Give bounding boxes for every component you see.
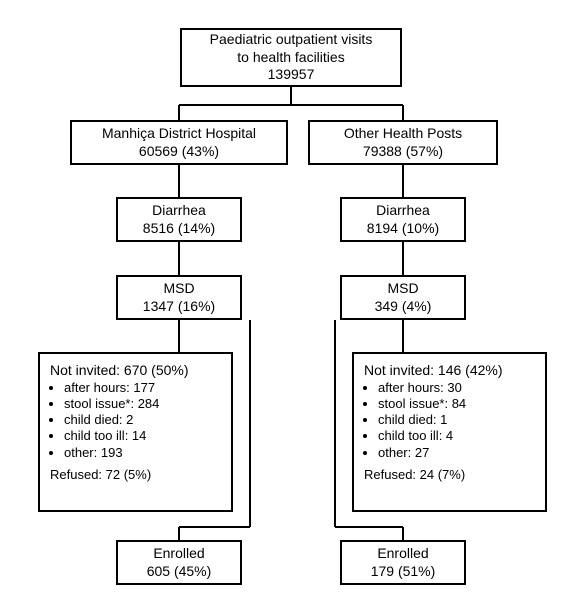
left-msd-node: MSD 1347 (16%): [116, 275, 242, 320]
left-hospital-name: Manhiça District Hospital: [102, 125, 256, 143]
right-bullet-3: child died: 1: [378, 412, 466, 428]
right-diarrhea-node: Diarrhea 8194 (10%): [340, 197, 466, 242]
right-details-node: Not invited: 146 (42%) after hours: 30 s…: [352, 352, 547, 512]
right-not-invited: Not invited: 146 (42%): [364, 362, 503, 380]
left-refused: Refused: 72 (5%): [50, 467, 151, 483]
flowchart-canvas: Paediatric outpatient visits to health f…: [0, 0, 583, 604]
right-bullet-5: other: 27: [378, 445, 466, 461]
left-enrolled-label: Enrolled: [153, 545, 204, 563]
left-enrolled-value: 605 (45%): [147, 563, 212, 581]
right-refused: Refused: 24 (7%): [364, 467, 465, 483]
root-line1: Paediatric outpatient visits: [210, 31, 373, 49]
left-not-invited: Not invited: 670 (50%): [50, 362, 189, 380]
connectors: [0, 0, 583, 604]
right-bullet-4: child too ill: 4: [378, 428, 466, 444]
left-details-node: Not invited: 670 (50%) after hours: 177 …: [38, 352, 233, 512]
right-hospital-name: Other Health Posts: [344, 125, 462, 143]
left-hospital-value: 60569 (43%): [139, 143, 219, 161]
left-bullet-3: child died: 2: [64, 412, 159, 428]
left-bullet-4: child too ill: 14: [64, 428, 159, 444]
root-node: Paediatric outpatient visits to health f…: [180, 28, 402, 87]
right-diarrhea-label: Diarrhea: [376, 202, 430, 220]
right-hospital-value: 79388 (57%): [363, 143, 443, 161]
left-bullet-1: after hours: 177: [64, 380, 159, 396]
left-bullets: after hours: 177 stool issue*: 284 child…: [50, 380, 159, 461]
right-hospital-node: Other Health Posts 79388 (57%): [308, 120, 498, 165]
left-bullet-5: other: 193: [64, 445, 159, 461]
left-diarrhea-value: 8516 (14%): [143, 220, 215, 238]
right-msd-node: MSD 349 (4%): [340, 275, 466, 320]
right-bullet-1: after hours: 30: [378, 380, 466, 396]
left-msd-value: 1347 (16%): [143, 298, 215, 316]
left-diarrhea-node: Diarrhea 8516 (14%): [116, 197, 242, 242]
left-bullet-2: stool issue*: 284: [64, 396, 159, 412]
right-msd-value: 349 (4%): [375, 298, 432, 316]
right-bullet-2: stool issue*: 84: [378, 396, 466, 412]
left-msd-label: MSD: [163, 280, 194, 298]
left-enrolled-node: Enrolled 605 (45%): [116, 540, 242, 585]
left-diarrhea-label: Diarrhea: [152, 202, 206, 220]
root-value: 139957: [268, 66, 315, 84]
right-diarrhea-value: 8194 (10%): [367, 220, 439, 238]
right-enrolled-value: 179 (51%): [371, 563, 436, 581]
right-enrolled-label: Enrolled: [377, 545, 428, 563]
root-line2: to health facilities: [237, 49, 344, 67]
right-msd-label: MSD: [387, 280, 418, 298]
left-hospital-node: Manhiça District Hospital 60569 (43%): [70, 120, 288, 165]
right-bullets: after hours: 30 stool issue*: 84 child d…: [364, 380, 466, 461]
right-enrolled-node: Enrolled 179 (51%): [340, 540, 466, 585]
